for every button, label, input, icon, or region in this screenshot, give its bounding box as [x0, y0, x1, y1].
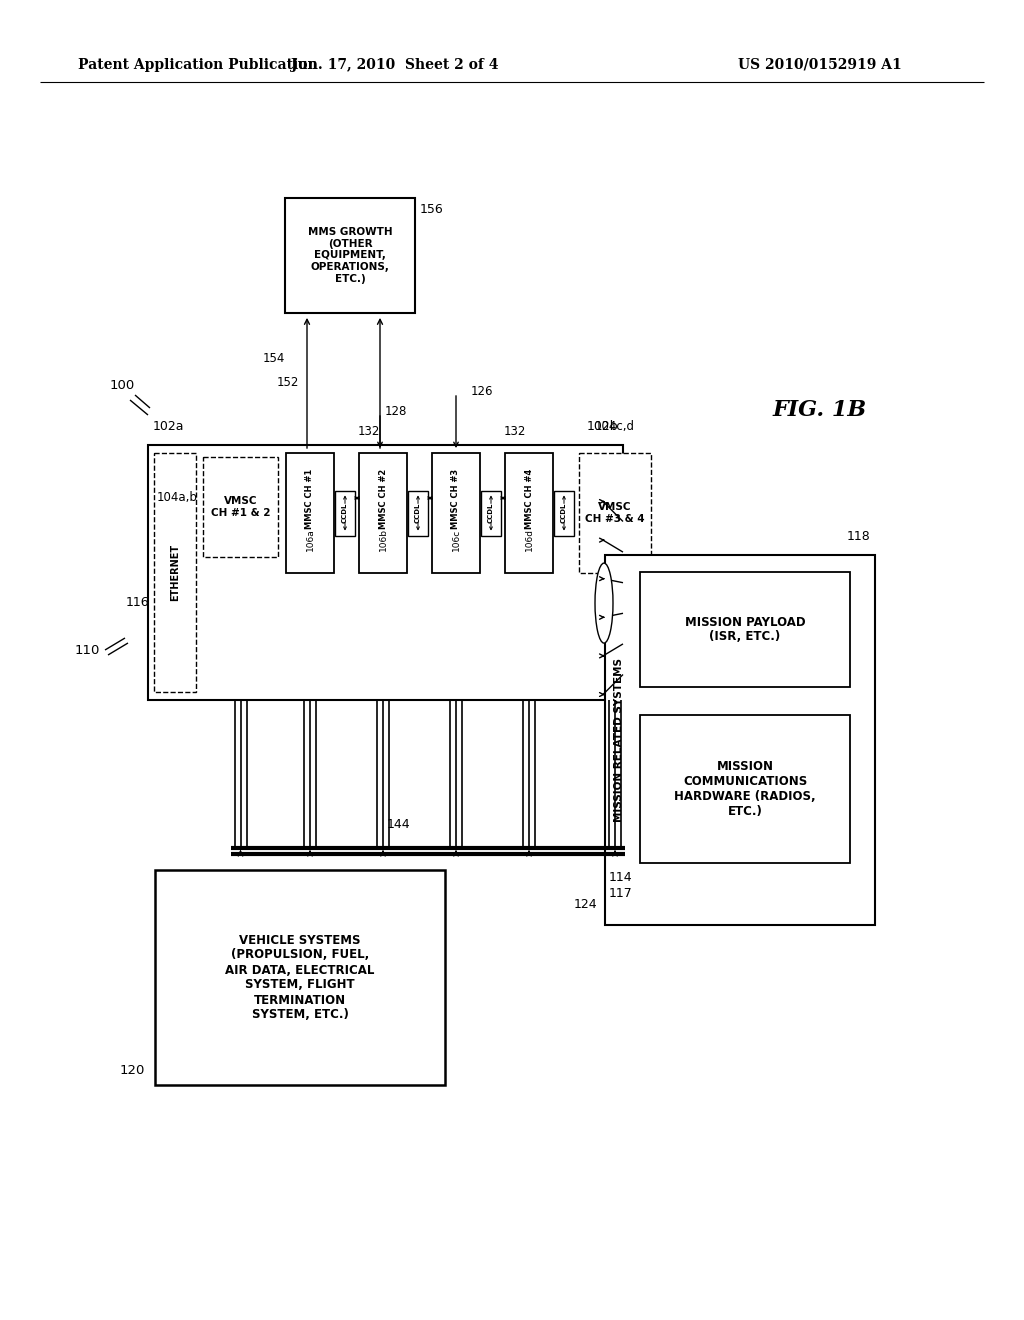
Text: 126: 126 [471, 385, 494, 399]
Bar [505, 453, 553, 573]
Text: FIG. 1B: FIG. 1B [773, 399, 867, 421]
Bar [359, 453, 407, 573]
Text: MISSION PAYLOAD
(ISR, ETC.): MISSION PAYLOAD (ISR, ETC.) [685, 615, 805, 644]
Text: MMSC CH #4: MMSC CH #4 [524, 469, 534, 529]
Bar [481, 491, 501, 536]
Text: 117: 117 [608, 887, 632, 900]
Bar [432, 453, 480, 573]
Text: ETHERNET: ETHERNET [170, 544, 180, 601]
Text: 100: 100 [110, 379, 134, 392]
Text: 102a: 102a [153, 420, 184, 433]
Text: 110: 110 [75, 644, 100, 656]
Bar [286, 453, 334, 573]
Bar [155, 870, 445, 1085]
Bar [203, 457, 278, 557]
Bar [640, 715, 850, 863]
Text: 104a,b: 104a,b [157, 491, 198, 503]
Text: 132: 132 [358, 425, 380, 438]
Text: 118: 118 [846, 531, 870, 543]
Text: 102b: 102b [587, 420, 618, 433]
Text: MMSC CH #3: MMSC CH #3 [452, 469, 461, 529]
Bar [640, 572, 850, 686]
Text: 124: 124 [573, 899, 597, 912]
Text: 152: 152 [276, 376, 299, 389]
Bar [579, 453, 651, 573]
Text: 106c: 106c [452, 528, 461, 550]
Text: 156: 156 [420, 203, 443, 216]
Text: Patent Application Publication: Patent Application Publication [78, 58, 317, 73]
Text: 106b: 106b [379, 528, 387, 550]
Text: MMSC CH #2: MMSC CH #2 [379, 469, 387, 529]
Bar [408, 491, 428, 536]
Bar [335, 491, 355, 536]
Text: VMSC
CH #1 & 2: VMSC CH #1 & 2 [211, 496, 270, 517]
Text: 106a: 106a [305, 528, 314, 550]
Text: 114: 114 [608, 871, 632, 884]
Bar [285, 198, 415, 313]
Text: CCDL: CCDL [561, 503, 567, 523]
Bar [148, 445, 623, 700]
Ellipse shape [595, 564, 613, 643]
Text: 132: 132 [504, 425, 526, 438]
Text: VEHICLE SYSTEMS
(PROPULSION, FUEL,
AIR DATA, ELECTRICAL
SYSTEM, FLIGHT
TERMINATI: VEHICLE SYSTEMS (PROPULSION, FUEL, AIR D… [225, 933, 375, 1022]
Text: MISSION RELATED SYSTEMS: MISSION RELATED SYSTEMS [614, 657, 624, 822]
Text: 116: 116 [125, 597, 150, 609]
Text: US 2010/0152919 A1: US 2010/0152919 A1 [738, 58, 902, 73]
Text: MMS GROWTH
(OTHER
EQUIPMENT,
OPERATIONS,
ETC.): MMS GROWTH (OTHER EQUIPMENT, OPERATIONS,… [307, 227, 392, 284]
Text: MISSION
COMMUNICATIONS
HARDWARE (RADIOS,
ETC.): MISSION COMMUNICATIONS HARDWARE (RADIOS,… [674, 760, 816, 818]
Text: CCDL: CCDL [415, 503, 421, 523]
Text: 120: 120 [120, 1064, 145, 1077]
Text: CCDL: CCDL [342, 503, 348, 523]
Text: Jun. 17, 2010  Sheet 2 of 4: Jun. 17, 2010 Sheet 2 of 4 [291, 58, 499, 73]
Bar [554, 491, 574, 536]
Bar [605, 554, 874, 925]
Text: CCDL: CCDL [488, 503, 494, 523]
Text: 154: 154 [262, 351, 285, 364]
Text: MMSC CH #1: MMSC CH #1 [305, 469, 314, 529]
Text: VMSC
CH #3 & 4: VMSC CH #3 & 4 [585, 502, 645, 524]
Text: 128: 128 [385, 405, 408, 418]
Text: 106d: 106d [524, 528, 534, 550]
Text: 104c,d: 104c,d [595, 420, 635, 433]
Text: 144: 144 [386, 818, 410, 832]
Bar [154, 453, 196, 692]
